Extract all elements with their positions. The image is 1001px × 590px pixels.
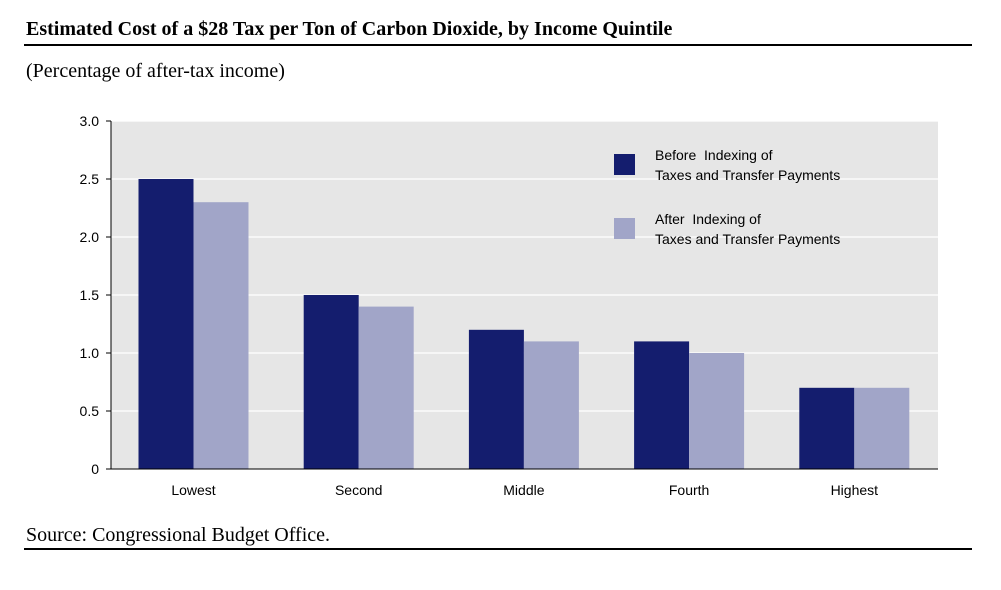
bar-before-indexing bbox=[138, 179, 194, 469]
bar-before-indexing bbox=[468, 329, 524, 469]
x-tick-label: Second bbox=[335, 482, 382, 498]
bar-before-indexing bbox=[799, 387, 855, 469]
legend-swatch bbox=[614, 218, 635, 239]
legend-swatch bbox=[614, 154, 635, 175]
legend-label: Taxes and Transfer Payments bbox=[655, 231, 840, 247]
legend: Before Indexing of Taxes and Transfer Pay… bbox=[614, 147, 840, 247]
legend-label: Taxes and Transfer Payments bbox=[655, 167, 840, 183]
y-tick-label: 1.5 bbox=[80, 287, 100, 303]
legend-label: Before Indexing of bbox=[655, 147, 773, 163]
title-rule bbox=[24, 44, 972, 46]
x-tick-label: Lowest bbox=[171, 482, 215, 498]
y-tick-label: 0.5 bbox=[80, 403, 100, 419]
y-tick-label: 2.0 bbox=[80, 229, 100, 245]
y-tick-label: 1.0 bbox=[80, 345, 100, 361]
chart-subtitle: (Percentage of after-tax income) bbox=[26, 60, 285, 82]
chart-title: Estimated Cost of a $28 Tax per Ton of C… bbox=[26, 18, 673, 40]
bar-after-indexing bbox=[193, 202, 249, 469]
bar-before-indexing bbox=[303, 295, 359, 469]
bar-before-indexing bbox=[634, 341, 690, 469]
bar-after-indexing bbox=[358, 306, 414, 469]
bar-after-indexing bbox=[523, 341, 579, 469]
source-note: Source: Congressional Budget Office. bbox=[26, 524, 331, 546]
x-tick-label: Middle bbox=[503, 482, 544, 498]
y-tick-label: 3.0 bbox=[80, 113, 100, 129]
source-rule bbox=[24, 548, 972, 550]
legend-label: After Indexing of bbox=[655, 211, 761, 227]
x-tick-label: Highest bbox=[831, 482, 879, 498]
y-tick-label: 2.5 bbox=[80, 171, 100, 187]
x-tick-label: Fourth bbox=[669, 482, 709, 498]
bar-after-indexing bbox=[854, 387, 910, 469]
y-tick-label: 0 bbox=[91, 461, 99, 477]
bar-after-indexing bbox=[689, 353, 745, 469]
